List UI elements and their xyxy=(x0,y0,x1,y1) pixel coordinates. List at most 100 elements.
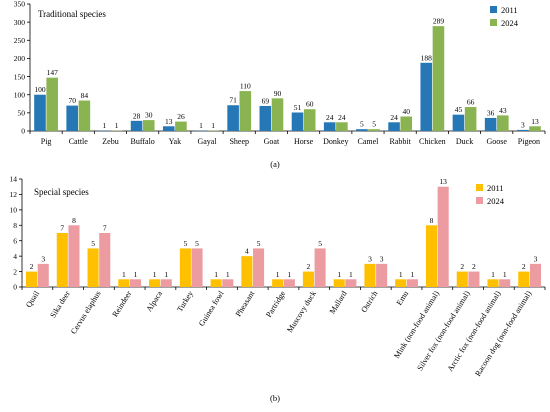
bar-sika-deer-2011 xyxy=(57,233,68,287)
bar-goose-2024 xyxy=(497,115,509,131)
y-tick-label: 4 xyxy=(13,252,17,261)
data-label: 1 xyxy=(134,270,138,279)
bar-buffalo-2024 xyxy=(143,120,155,131)
x-tick-label: Partridge xyxy=(264,289,287,319)
bar-ostrich-2024 xyxy=(376,264,387,287)
x-tick-label: Yak xyxy=(169,137,182,146)
bar-camel-2024 xyxy=(368,129,380,131)
data-label: 1 xyxy=(103,121,107,130)
x-tick-label: Pigeon xyxy=(518,137,540,146)
data-label: 66 xyxy=(467,98,475,107)
data-label: 40 xyxy=(403,107,411,116)
x-tick-label: Alpaca xyxy=(144,289,164,313)
y-tick-label: 10 xyxy=(10,206,18,215)
bar-rabbit-2024 xyxy=(400,116,412,131)
bar-chicken-2024 xyxy=(433,26,445,131)
x-tick-label: Goose xyxy=(486,137,507,146)
x-tick-label: Mallard xyxy=(328,289,349,315)
bar-cervus-elaphus-2011 xyxy=(88,248,99,287)
x-tick-label: Cattle xyxy=(69,137,89,146)
y-tick-label: 200 xyxy=(14,54,26,63)
x-tick-label: Cervus elaphus xyxy=(69,289,103,335)
data-label: 110 xyxy=(240,82,251,91)
x-tick-label: Chicken xyxy=(419,137,446,146)
data-label: 1 xyxy=(411,270,415,279)
data-label: 1 xyxy=(503,270,507,279)
data-label: 4 xyxy=(245,247,249,256)
bar-turkey-2011 xyxy=(180,248,191,287)
chart-title: Traditional species xyxy=(38,9,106,19)
data-label: 60 xyxy=(306,100,314,109)
data-label: 51 xyxy=(294,103,302,112)
bar-pig-2024 xyxy=(46,78,58,131)
data-label: 5 xyxy=(318,239,322,248)
y-tick-label: 300 xyxy=(14,18,26,27)
data-label: 24 xyxy=(326,113,334,122)
bar-alpaca-2011 xyxy=(149,279,160,287)
data-label: 5 xyxy=(91,239,95,248)
bar-donkey-2024 xyxy=(336,122,348,131)
data-label: 1 xyxy=(199,121,203,130)
y-tick-label: 2 xyxy=(13,267,17,276)
x-tick-label: Muscovy duck xyxy=(285,289,318,334)
bar-mink-non-food-animal--2011 xyxy=(426,225,437,287)
bar-goose-2011 xyxy=(485,118,497,131)
data-label: 100 xyxy=(34,85,46,94)
data-label: 13 xyxy=(439,177,447,186)
data-label: 84 xyxy=(81,91,89,100)
data-label: 1 xyxy=(153,270,157,279)
y-tick-label: 0 xyxy=(13,283,17,292)
data-label: 1 xyxy=(491,270,495,279)
x-tick-label: Horse xyxy=(294,137,314,146)
x-tick-label: Sika deer xyxy=(48,289,72,319)
legend-label: 2011 xyxy=(501,5,518,15)
data-label: 1 xyxy=(164,270,168,279)
data-label: 5 xyxy=(183,239,187,248)
bar-turkey-2024 xyxy=(192,248,203,287)
x-tick-label: Ostrich xyxy=(359,289,379,314)
bar-chicken-2011 xyxy=(420,63,432,131)
data-label: 1 xyxy=(115,121,119,130)
bar-pigeon-2011 xyxy=(517,130,529,131)
data-label: 289 xyxy=(433,17,445,26)
data-label: 2 xyxy=(30,262,34,271)
bar-arctic-fox-non-food-animal--2024 xyxy=(499,279,510,287)
bar-silver-fox-non-food-animal--2011 xyxy=(457,272,468,287)
legend-swatch xyxy=(476,184,483,191)
x-tick-label: Quail xyxy=(24,289,41,310)
data-label: 1 xyxy=(211,121,215,130)
y-tick-label: 50 xyxy=(18,109,26,118)
x-tick-label: Sheep xyxy=(229,137,249,146)
data-label: 36 xyxy=(487,108,495,117)
data-label: 2 xyxy=(522,262,526,271)
bar-guinea-fowl-2011 xyxy=(211,279,222,287)
bar-guinea-fowl-2024 xyxy=(222,279,233,287)
data-label: 147 xyxy=(47,68,59,77)
data-label: 13 xyxy=(531,117,539,126)
bar-sheep-2024 xyxy=(240,91,252,131)
chart-title: Special species xyxy=(34,187,89,197)
x-tick-label: Pheasant xyxy=(234,289,257,319)
bar-emu-2024 xyxy=(407,279,418,287)
bar-muscovy-duck-2024 xyxy=(315,248,326,287)
bar-arctic-fox-non-food-animal--2011 xyxy=(487,279,498,287)
bar-reindeer-2011 xyxy=(118,279,129,287)
x-tick-label: Donkey xyxy=(323,137,348,146)
data-label: 69 xyxy=(262,96,270,105)
bar-reindeer-2024 xyxy=(130,279,141,287)
data-label: 5 xyxy=(360,120,364,129)
y-tick-label: 14 xyxy=(10,175,18,184)
bar-camel-2011 xyxy=(356,129,368,131)
data-label: 71 xyxy=(229,96,237,105)
data-label: 28 xyxy=(133,111,141,120)
bar-pig-2011 xyxy=(34,95,46,131)
bar-cattle-2011 xyxy=(66,106,78,131)
y-tick-label: 12 xyxy=(10,190,18,199)
legend-label: 2024 xyxy=(487,196,505,206)
data-label: 8 xyxy=(72,216,76,225)
data-label: 5 xyxy=(195,239,199,248)
x-tick-label: Buffalo xyxy=(131,137,155,146)
data-label: 3 xyxy=(368,254,372,263)
